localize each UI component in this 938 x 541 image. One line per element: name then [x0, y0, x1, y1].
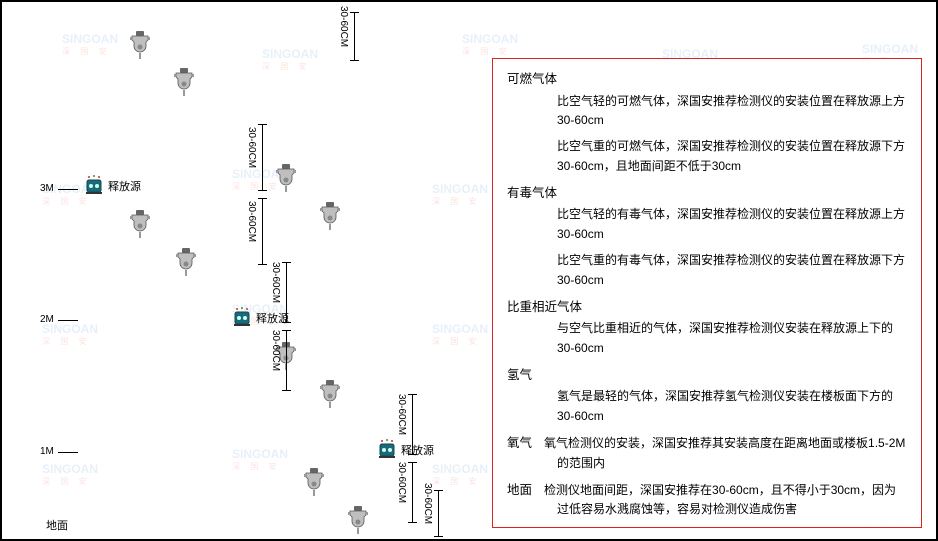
axis-tick-line [58, 189, 78, 190]
dimension-cap [258, 264, 267, 265]
dimension-cap [408, 462, 417, 463]
dimension-line [412, 394, 413, 454]
dimension-line [286, 330, 287, 390]
dimension-label: 30-60CM [270, 262, 281, 303]
dimension-line [354, 12, 355, 60]
release-source-label: 释放源 [108, 178, 141, 194]
watermark: SINGOAN深 国 安 [432, 182, 488, 207]
dimension-cap [282, 330, 291, 331]
dimension-cap [258, 190, 267, 191]
info-panel: 可燃气体比空气轻的可燃气体，深国安推荐检测仪的安装位置在释放源上方30-60cm… [492, 58, 922, 528]
dimension-cap [282, 262, 291, 263]
watermark: SINGOAN深 国 安 [432, 322, 488, 347]
panel-section-title: 地面 [507, 483, 544, 497]
dimension-line [438, 490, 439, 536]
panel-section-title: 氧气 [507, 436, 544, 450]
dimension-cap [408, 522, 417, 523]
dimension-label: 30-60CM [422, 483, 433, 524]
panel-paragraph: 比空气重的可燃气体，深国安推荐检测仪的安装位置在释放源下方30-60cm，且地面… [507, 137, 907, 177]
dimension-line [262, 124, 263, 190]
watermark: SINGOAN深 国 安 [432, 462, 488, 487]
gas-detector-icon [128, 210, 152, 238]
panel-section-title: 比重相近气体 [507, 297, 907, 318]
release-source-icon [232, 306, 252, 326]
panel-section-title: 有毒气体 [507, 183, 907, 204]
panel-paragraph: 比空气轻的有毒气体，深国安推荐检测仪的安装位置在释放源上方30-60cm [507, 205, 907, 245]
dimension-label: 30-60CM [396, 394, 407, 435]
gas-detector-icon [318, 202, 342, 230]
watermark: SINGOAN深 国 安 [42, 322, 98, 347]
dimension-cap [408, 394, 417, 395]
panel-section-title: 氢气 [507, 365, 907, 386]
axis-tick-line [58, 320, 78, 321]
gas-detector-icon [174, 248, 198, 276]
gas-detector-icon [172, 68, 196, 96]
dimension-line [286, 262, 287, 322]
release-source-icon [377, 438, 397, 458]
axis-tick-line [58, 452, 78, 453]
dimension-cap [408, 454, 417, 455]
dimension-cap [350, 12, 359, 13]
dimension-cap [434, 536, 443, 537]
dimension-cap [258, 198, 267, 199]
watermark: SINGOAN深 国 安 [462, 32, 518, 57]
panel-paragraph: 与空气比重相近的气体，深国安推荐检测仪安装在释放源上下的30-60cm [507, 319, 907, 359]
dimension-line [412, 462, 413, 522]
dimension-cap [350, 60, 359, 61]
gas-detector-icon [346, 506, 370, 534]
watermark: SINGOAN深 国 安 [62, 32, 118, 57]
dimension-cap [282, 390, 291, 391]
dimension-cap [282, 322, 291, 323]
release-source-label: 释放源 [401, 442, 434, 458]
axis-tick: 1M [40, 446, 54, 457]
dimension-cap [258, 124, 267, 125]
dimension-label: 30-60CM [246, 201, 257, 242]
watermark: SINGOAN深 国 安 [262, 47, 318, 72]
dimension-line [262, 198, 263, 264]
diagram-canvas: SINGOAN深 国 安 SINGOAN深 国 安 SINGOAN深 国 安 S… [0, 0, 938, 541]
gas-detector-icon [302, 468, 326, 496]
panel-paragraph: 氢气是最轻的气体，深国安推荐氢气检测仪安装在楼板面下方的30-60cm [507, 387, 907, 427]
panel-paragraph: 比空气重的有毒气体，深国安推荐检测仪的安装位置在释放源下方30-60cm [507, 251, 907, 291]
dimension-label: 30-60CM [396, 462, 407, 503]
gas-detector-icon [274, 164, 298, 192]
panel-section-title: 可燃气体 [507, 69, 907, 90]
dimension-cap [434, 490, 443, 491]
ground-label: 地面 [46, 517, 68, 533]
watermark: SINGOAN深 国 安 [42, 462, 98, 487]
watermark: SINGOAN深 国 安 [232, 447, 288, 472]
release-source-icon [84, 174, 104, 194]
gas-detector-icon [128, 31, 152, 59]
panel-paragraph: 氧气氧气检测仪的安装，深国安推荐其安装高度在距离地面或楼板1.5-2M的范围内 [507, 433, 907, 474]
panel-paragraph: 比空气轻的可燃气体，深国安推荐检测仪的安装位置在释放源上方30-60cm [507, 92, 907, 132]
axis-tick: 3M [40, 183, 54, 194]
gas-detector-icon [318, 380, 342, 408]
dimension-label: 30-60CM [246, 127, 257, 168]
panel-paragraph: 地面检测仪地面间距，深国安推荐在30-60cm，且不得小于30cm，因为过低容易… [507, 480, 907, 521]
release-source-label: 释放源 [256, 310, 289, 326]
dimension-label: 30-60CM [338, 6, 349, 47]
axis-tick: 2M [40, 314, 54, 325]
dimension-label: 30-60CM [270, 330, 281, 371]
